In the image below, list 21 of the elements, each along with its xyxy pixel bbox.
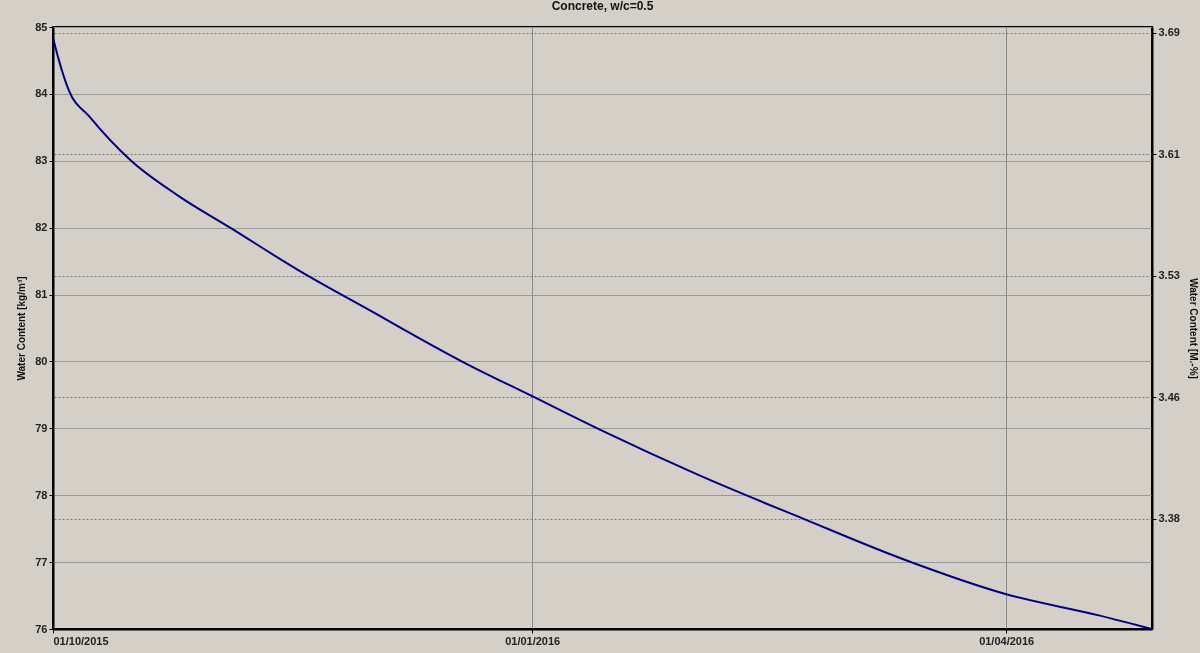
y-tick-label: 77 [35,555,48,568]
y2-tick-label: 3.46 [1158,390,1180,403]
x-tick-label: 01/04/2016 [979,634,1035,647]
y-tick-label: 81 [35,288,48,301]
y-tick-label: 80 [35,354,48,367]
y-tick-label: 79 [35,421,48,434]
y-tick-label: 78 [35,488,48,501]
x-tick-label: 01/01/2016 [505,634,561,647]
y2-tick-label: 3.61 [1158,147,1180,160]
y2-tick-label: 3.53 [1158,269,1180,282]
y2-tick-label: 3.38 [1158,512,1180,525]
y-tick-label: 84 [35,87,49,100]
y-tick-label: 76 [35,622,48,635]
y-tick-label: 82 [35,221,48,234]
y-axis-title: Water Content [kg/m³] [16,276,28,381]
chart-title: Concrete, w/c=0.5 [551,0,654,13]
x-tick-label: 01/10/2015 [53,634,109,647]
y-tick-label: 85 [35,20,48,33]
y2-tick-label: 3.69 [1158,26,1180,39]
y-tick-label: 83 [35,154,48,167]
y2-axis-title: Water Content [M.-%] [1187,278,1199,379]
